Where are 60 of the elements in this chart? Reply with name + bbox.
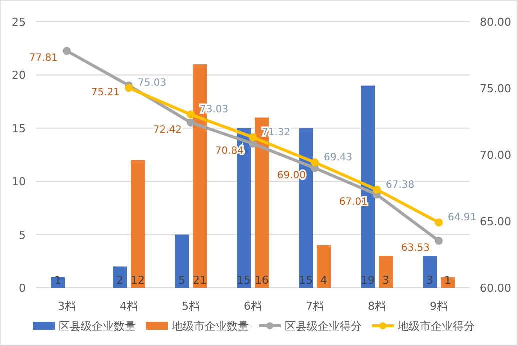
- legend-label: 地级市企业数量: [171, 320, 249, 333]
- data-label: 75.21: [91, 88, 120, 99]
- point: [249, 133, 257, 142]
- y-tick-label: 0: [19, 282, 26, 295]
- data-label: 64.91: [448, 212, 477, 224]
- data-label: 1: [54, 274, 62, 287]
- point: [63, 47, 71, 56]
- bar: [175, 234, 189, 288]
- x-tick-label: 5档: [182, 300, 200, 313]
- y2-tick-label: 65.00: [480, 216, 512, 228]
- legend-label: 区县级企业得分: [285, 320, 362, 333]
- y2-tick-label: 75.00: [480, 82, 512, 96]
- point: [435, 237, 443, 246]
- bar: [131, 160, 145, 288]
- x-tick-label: 4档: [120, 300, 138, 313]
- y2-tick-label: 80.00: [480, 16, 512, 29]
- data-label: 75.03: [138, 78, 167, 90]
- x-tick-label: 9档: [430, 300, 448, 313]
- x-tick-label: 6档: [244, 300, 262, 313]
- x-tick-label: 7档: [306, 300, 324, 313]
- x-tick-label: 8档: [368, 300, 386, 313]
- point: [373, 186, 381, 194]
- data-label: 63.53: [401, 243, 430, 254]
- point: [311, 158, 319, 167]
- bar: [379, 256, 393, 288]
- data-label: 1: [444, 274, 452, 287]
- bar: [113, 266, 127, 288]
- data-label: 12: [131, 274, 145, 287]
- bar: [423, 256, 437, 288]
- y-tick-label: 15: [12, 122, 26, 136]
- bar: [441, 277, 455, 288]
- point: [187, 118, 195, 127]
- y-tick-label: 10: [12, 176, 26, 189]
- data-label: 3: [426, 274, 434, 287]
- data-label: 16: [255, 274, 269, 287]
- data-label: 4: [320, 274, 328, 287]
- data-label: 69.43: [324, 152, 353, 164]
- data-label: 5: [178, 274, 186, 287]
- bar: [317, 245, 331, 288]
- data-label: 77.81: [29, 53, 58, 64]
- y2-tick-label: 70.00: [480, 149, 512, 162]
- data-label: 72.42: [153, 124, 182, 136]
- data-label: 19: [361, 274, 375, 287]
- data-label: 15: [237, 274, 251, 287]
- data-label: 3: [382, 274, 390, 287]
- data-label: 2: [116, 274, 124, 287]
- y-tick-label: 20: [12, 69, 26, 82]
- y-tick-label: 25: [12, 16, 26, 29]
- y-tick-label: 5: [19, 228, 26, 242]
- bar: [51, 277, 65, 288]
- point: [187, 110, 195, 119]
- point: [435, 218, 443, 227]
- data-label: 21: [193, 274, 207, 287]
- y2-tick-label: 60.00: [480, 282, 512, 295]
- data-label: 67.38: [386, 180, 415, 191]
- data-label: 15: [299, 274, 313, 287]
- legend-label: 地级市企业得分: [397, 320, 475, 333]
- point: [125, 84, 133, 92]
- legend-label: 区县级企业数量: [59, 320, 136, 333]
- x-tick-label: 3档: [58, 300, 76, 313]
